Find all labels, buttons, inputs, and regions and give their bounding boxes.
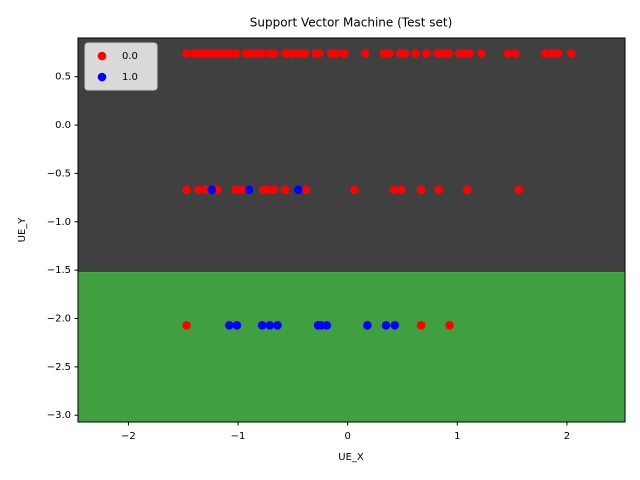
scatter-point	[182, 185, 191, 195]
y-tick-label: −1.0	[47, 217, 71, 228]
scatter-point	[445, 320, 454, 330]
scatter-point	[294, 49, 303, 58]
scatter-point	[322, 320, 332, 330]
scatter-point	[553, 49, 563, 58]
scatter-point	[182, 320, 191, 330]
y-tick-label: −2.5	[47, 362, 71, 373]
scatter-point	[363, 320, 372, 330]
legend-label: 1.0	[122, 72, 138, 83]
legend-box	[84, 42, 158, 91]
scatter-point	[257, 320, 267, 330]
scatter-point	[385, 49, 394, 58]
scatter-point	[397, 185, 406, 195]
scatter-point	[444, 49, 453, 58]
scatter-point	[246, 49, 256, 58]
legend-marker	[97, 51, 107, 61]
scatter-point	[503, 49, 513, 58]
scatter-point	[257, 49, 267, 58]
scatter-point	[287, 49, 297, 58]
scatter-point	[280, 185, 290, 195]
chart-title: Support Vector Machine (Test set)	[250, 16, 453, 30]
x-tick-label: −2	[121, 431, 136, 442]
scatter-point	[390, 320, 400, 330]
scatter-point	[422, 49, 431, 58]
x-tick-label: 1	[454, 431, 460, 442]
scatter-point	[360, 49, 370, 58]
scatter-point	[340, 49, 349, 58]
y-tick-label: −2.0	[47, 314, 71, 325]
scatter-point	[182, 49, 191, 58]
y-tick-label: −1.5	[47, 265, 71, 276]
y-tick-label: −0.5	[47, 168, 71, 179]
scatter-point	[314, 49, 324, 58]
scatter-point	[244, 185, 254, 195]
scatter-point	[300, 49, 310, 58]
scatter-point	[381, 320, 391, 330]
scatter-point	[232, 320, 242, 330]
scatter-point	[265, 320, 275, 330]
scatter-point	[301, 185, 311, 195]
scatter-point	[332, 49, 342, 58]
scatter-point	[235, 185, 245, 195]
x-tick-label: −1	[231, 431, 246, 442]
scatter-point	[224, 320, 234, 330]
axes-frame	[77, 37, 626, 423]
scatter-point	[207, 185, 217, 195]
scatter-point	[416, 320, 426, 330]
scatter-point	[389, 185, 399, 195]
scatter-point	[434, 185, 443, 195]
scatter-point	[511, 49, 520, 58]
scatter-point	[269, 185, 279, 195]
y-axis-label: UE_Y	[17, 217, 28, 243]
scatter-point	[194, 185, 203, 195]
scatter-point	[477, 49, 486, 58]
scatter-point	[400, 49, 409, 58]
scatter-point	[433, 49, 442, 58]
scatter-point	[462, 185, 472, 195]
legend-marker	[97, 72, 107, 82]
scatter-point	[514, 185, 523, 195]
scatter-point	[411, 49, 420, 58]
plot-area	[78, 38, 625, 422]
scatter-point	[540, 49, 550, 58]
scatter-point	[566, 49, 576, 58]
x-axis-label: UE_X	[338, 452, 364, 463]
y-tick-label: 0.0	[55, 120, 71, 131]
scatter-point	[294, 185, 303, 195]
x-tick-label: 0	[344, 431, 350, 442]
scatter-point	[280, 49, 290, 58]
scatter-point	[263, 185, 272, 195]
y-tick-label: 0.5	[55, 72, 71, 83]
y-tick-label: −3.0	[47, 410, 71, 421]
scatter-point	[416, 185, 426, 195]
decision-region	[78, 38, 625, 273]
scatter-point	[349, 185, 359, 195]
decision-region	[78, 272, 625, 422]
scatter-point	[269, 49, 279, 58]
x-tick-label: 2	[564, 431, 570, 442]
scatter-point	[231, 49, 241, 58]
legend-label: 0.0	[122, 51, 138, 62]
scatter-point	[547, 49, 556, 58]
scatter-point	[465, 49, 474, 58]
scatter-point	[273, 320, 282, 330]
